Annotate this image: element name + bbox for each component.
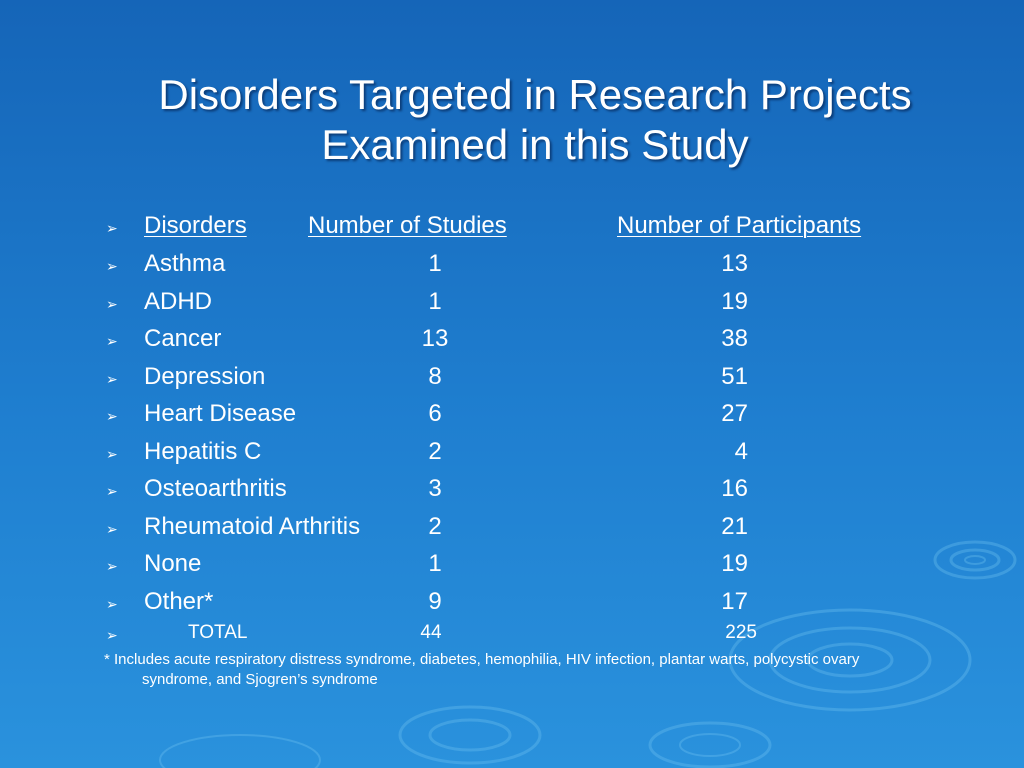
arrowhead-bullet-icon: ➢ [106, 558, 118, 574]
title-line-2: Examined in this Study [321, 121, 749, 168]
number-of-participants: 4 [734, 437, 748, 465]
arrowhead-bullet-icon: ➢ [106, 520, 118, 537]
number-of-participants: 21 [721, 512, 748, 540]
disorder-name: Rheumatoid Arthritis [144, 512, 361, 540]
number-of-studies: 2 [428, 437, 442, 465]
table-row: ➢ Asthma 1 13 [0, 250, 1024, 288]
table-row: ➢ Heart Disease 6 27 [0, 400, 1024, 438]
header-disorders: Disorders [144, 212, 247, 239]
number-of-studies: 8 [428, 362, 442, 390]
table-row: ➢ None 1 19 [0, 550, 1024, 588]
table-row: ➢ Osteoarthritis 3 16 [0, 475, 1024, 513]
arrowhead-bullet-icon: ➢ [106, 408, 118, 424]
arrowhead-bullet-icon: ➢ [106, 595, 118, 612]
number-of-studies: 1 [428, 250, 442, 277]
disorder-name: Other* [144, 587, 214, 615]
slide-title: Disorders Targeted in Research Projects … [60, 70, 1010, 170]
title-line-1: Disorders Targeted in Research Projects [158, 71, 912, 118]
table-row: ➢ ADHD 1 19 [0, 288, 1024, 326]
arrowhead-bullet-icon: ➢ [106, 258, 118, 274]
arrowhead-bullet-icon: ➢ [106, 445, 118, 462]
disorder-name: Hepatitis C [144, 437, 262, 465]
header-number-of-participants: Number of Participants [617, 212, 862, 239]
number-of-studies: 9 [428, 587, 442, 615]
arrowhead-bullet-icon: ➢ [106, 370, 118, 387]
total-label: TOTAL [188, 622, 248, 643]
number-of-participants: 19 [721, 550, 748, 577]
arrowhead-bullet-icon: ➢ [106, 627, 118, 643]
number-of-studies: 3 [428, 475, 442, 502]
disorder-name: Depression [144, 362, 266, 390]
arrowhead-bullet-icon: ➢ [106, 483, 118, 499]
table-row: ➢ Hepatitis C 2 4 [0, 438, 1024, 476]
disorder-name: Heart Disease [144, 400, 297, 427]
table-row: ➢ Depression 8 51 [0, 363, 1024, 401]
disorder-name: ADHD [144, 287, 213, 315]
disorder-name: Cancer [144, 325, 222, 352]
table-row: ➢ Rheumatoid Arthritis 2 21 [0, 513, 1024, 551]
arrowhead-bullet-icon: ➢ [106, 220, 118, 236]
arrowhead-bullet-icon: ➢ [106, 295, 118, 312]
number-of-studies: 1 [428, 287, 442, 315]
disorder-name: None [144, 550, 202, 577]
total-participants: 225 [725, 622, 757, 643]
table-total-row: ➢ TOTAL 44 225 [0, 622, 1024, 660]
number-of-participants: 13 [721, 250, 748, 277]
total-studies: 44 [420, 622, 442, 643]
table-header-row: ➢ Disorders Number of Studies Number of … [0, 212, 1024, 250]
footnote: * Includes acute respiratory distress sy… [104, 650, 984, 690]
table-row: ➢ Cancer 13 38 [0, 325, 1024, 363]
table-row: ➢ Other* 9 17 [0, 588, 1024, 626]
number-of-participants: 16 [721, 475, 748, 502]
header-number-of-studies: Number of Studies [308, 212, 507, 239]
number-of-participants: 38 [721, 325, 748, 352]
footnote-line-2: syndrome, and Sjogren’s syndrome [142, 671, 378, 688]
number-of-participants: 27 [721, 400, 748, 427]
number-of-studies: 6 [428, 400, 442, 427]
number-of-studies: 1 [428, 550, 442, 577]
number-of-studies: 13 [421, 325, 449, 352]
number-of-participants: 51 [721, 362, 748, 390]
arrowhead-bullet-icon: ➢ [106, 333, 118, 349]
number-of-participants: 19 [721, 287, 748, 315]
disorder-name: Asthma [144, 250, 226, 277]
number-of-studies: 2 [428, 512, 442, 540]
number-of-participants: 17 [721, 587, 748, 615]
disorder-name: Osteoarthritis [144, 475, 287, 502]
footnote-line-1: * Includes acute respiratory distress sy… [104, 651, 860, 668]
